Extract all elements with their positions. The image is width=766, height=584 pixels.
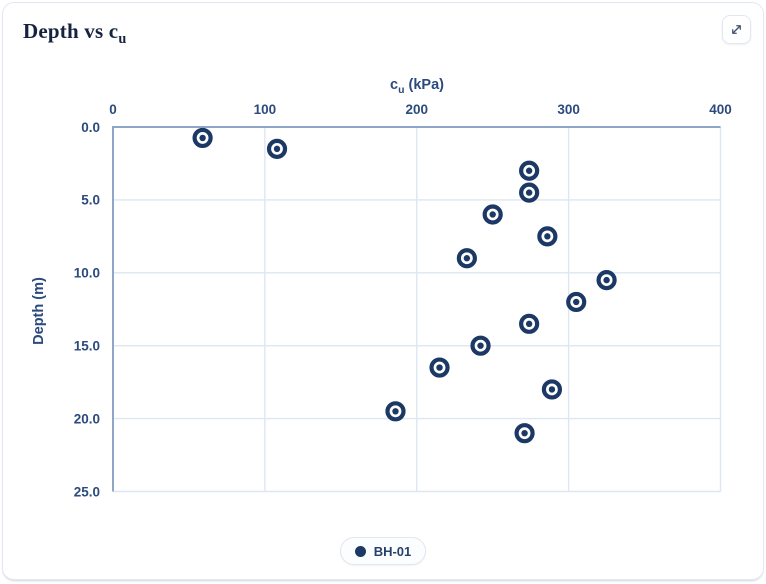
x-tick-label: 200	[405, 102, 428, 117]
data-point-bh-01[interactable]	[541, 379, 563, 400]
x-tick-label: 100	[254, 102, 277, 117]
data-point-bh-01[interactable]	[537, 226, 558, 247]
x-axis-title: cu (kPa)	[113, 77, 721, 96]
y-tick-label: 10.0	[74, 266, 100, 281]
legend-item-bh01[interactable]: BH-01	[339, 537, 427, 565]
data-point-bh-01[interactable]	[192, 127, 213, 149]
chart-title-subscript: u	[118, 31, 127, 48]
data-point-bh-01[interactable]	[566, 291, 587, 313]
legend-item-label: BH-01	[373, 543, 412, 559]
x-tick-label: 400	[709, 102, 732, 117]
y-tick-label: 20.0	[74, 411, 100, 426]
x-axis-title-text: c	[390, 77, 399, 93]
chart-title-text: Depth vs c	[23, 19, 119, 43]
scatter-plot-canvas: 0 100 200 300 400 0.0 5.0 10.0 15.0 20.0 25.0	[74, 102, 732, 499]
x-axis-title-unit: (kPa)	[408, 77, 444, 93]
data-point-bh-01[interactable]	[482, 204, 503, 225]
y-tick-label: 0.0	[81, 120, 100, 135]
data-point-bh-01[interactable]	[519, 182, 540, 203]
legend: BH-01	[3, 537, 763, 565]
chart-title: Depth vs cu	[23, 19, 126, 48]
x-tick-label: 0	[109, 102, 117, 117]
data-point-bh-01[interactable]	[385, 401, 406, 422]
legend-marker-icon	[354, 545, 366, 557]
y-tick-label: 5.0	[81, 193, 100, 208]
y-tick-label: 25.0	[74, 484, 100, 499]
data-point-bh-01[interactable]	[470, 335, 491, 356]
data-point-bh-01[interactable]	[456, 248, 477, 269]
data-point-bh-01[interactable]	[519, 313, 540, 334]
x-axis-title-subscript: u	[398, 84, 405, 96]
x-tick-label: 300	[557, 102, 580, 117]
data-point-bh-01[interactable]	[266, 138, 288, 159]
data-point-bh-01[interactable]	[519, 160, 540, 181]
data-point-bh-01[interactable]	[514, 423, 535, 444]
data-point-bh-01[interactable]	[429, 357, 450, 378]
expand-icon	[732, 25, 741, 34]
y-tick-label: 15.0	[74, 339, 100, 354]
expand-button[interactable]	[722, 15, 751, 44]
data-point-bh-01[interactable]	[596, 269, 617, 291]
